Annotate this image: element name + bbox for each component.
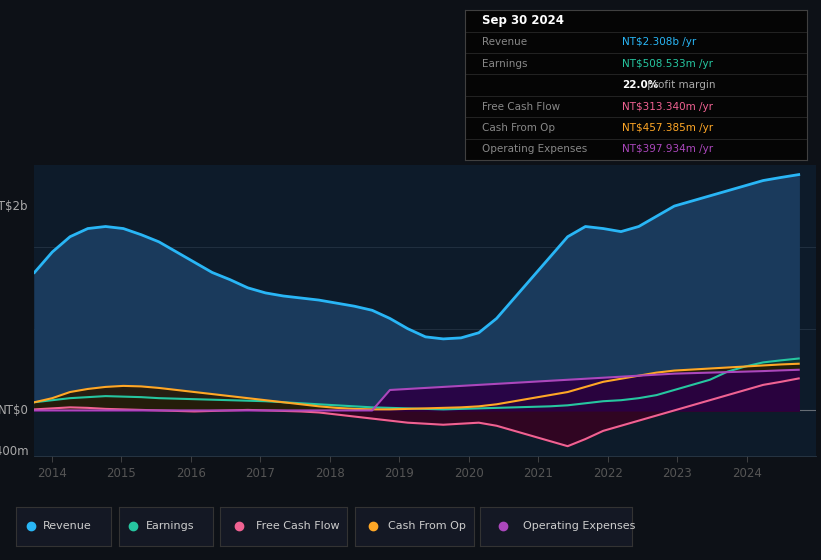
Text: 22.0%: 22.0% xyxy=(622,80,658,90)
Text: -NT$400m: -NT$400m xyxy=(0,445,29,458)
Text: NT$2b: NT$2b xyxy=(0,199,29,213)
Text: Sep 30 2024: Sep 30 2024 xyxy=(482,15,564,27)
Text: NT$2.308b /yr: NT$2.308b /yr xyxy=(622,37,696,47)
Text: NT$397.934m /yr: NT$397.934m /yr xyxy=(622,144,713,155)
Text: Revenue: Revenue xyxy=(43,521,92,531)
Text: Operating Expenses: Operating Expenses xyxy=(482,144,587,155)
Text: NT$457.385m /yr: NT$457.385m /yr xyxy=(622,123,713,133)
Text: NT$0: NT$0 xyxy=(0,404,29,417)
Text: NT$313.340m /yr: NT$313.340m /yr xyxy=(622,101,713,111)
Text: Earnings: Earnings xyxy=(145,521,194,531)
Text: Cash From Op: Cash From Op xyxy=(482,123,555,133)
Text: Free Cash Flow: Free Cash Flow xyxy=(255,521,339,531)
Text: profit margin: profit margin xyxy=(644,80,716,90)
Text: NT$508.533m /yr: NT$508.533m /yr xyxy=(622,59,713,69)
Text: Earnings: Earnings xyxy=(482,59,527,69)
Text: Cash From Op: Cash From Op xyxy=(388,521,466,531)
Text: Free Cash Flow: Free Cash Flow xyxy=(482,101,560,111)
Text: Operating Expenses: Operating Expenses xyxy=(523,521,635,531)
Text: Revenue: Revenue xyxy=(482,37,527,47)
